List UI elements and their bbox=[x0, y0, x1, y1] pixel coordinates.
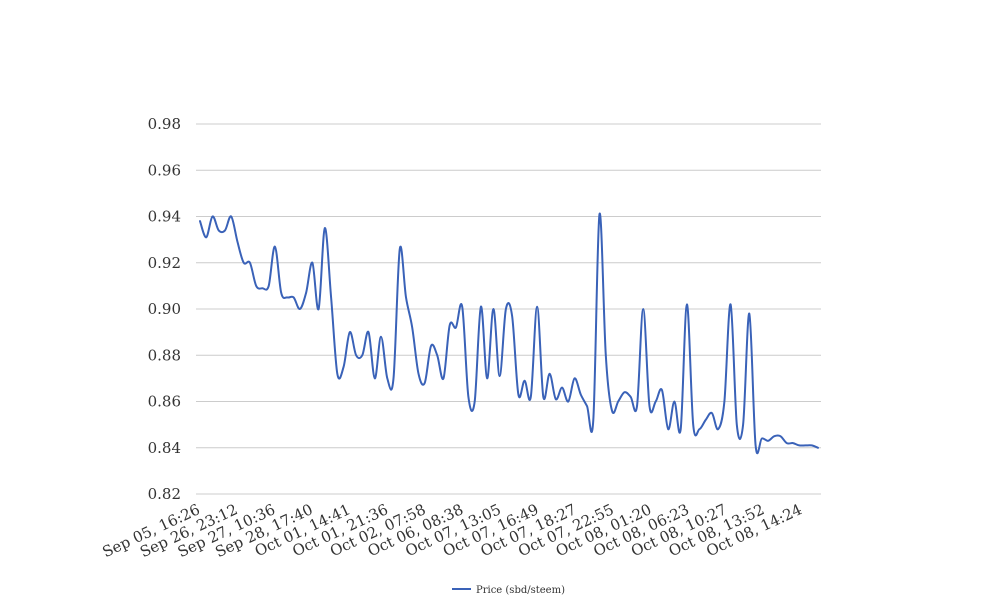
y-tick-label: 0.86 bbox=[148, 393, 181, 411]
y-tick-label: 0.98 bbox=[148, 115, 181, 133]
y-tick-label: 0.88 bbox=[148, 346, 181, 364]
y-tick-label: 0.94 bbox=[148, 208, 181, 226]
y-tick-label: 0.84 bbox=[148, 439, 181, 457]
y-tick-label: 0.92 bbox=[148, 254, 181, 272]
legend: Price (sbd/steem) bbox=[452, 585, 565, 596]
y-tick-label: 0.96 bbox=[148, 161, 181, 179]
series-layer bbox=[199, 212, 819, 455]
grid-layer bbox=[196, 123, 821, 495]
y-tick-label: 0.82 bbox=[148, 485, 181, 503]
y-axis-ticks: 0.82 0.84 0.86 0.88 0.90 0.92 0.94 0.96 0.98 bbox=[148, 115, 181, 503]
series-line-price bbox=[199, 212, 819, 455]
y-tick-label: 0.90 bbox=[148, 300, 181, 318]
legend-label: Price (sbd/steem) bbox=[476, 585, 565, 596]
